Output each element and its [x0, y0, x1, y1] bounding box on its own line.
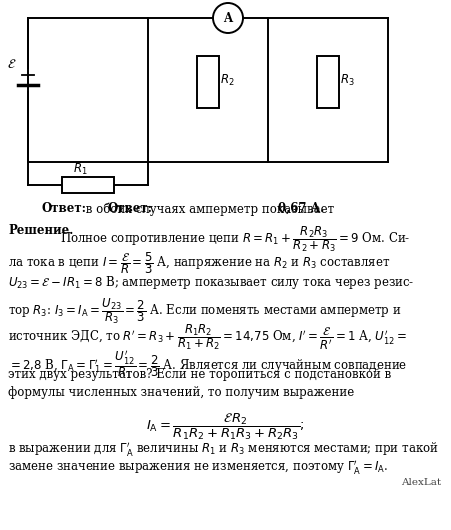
Text: $R_2$: $R_2$: [220, 73, 235, 87]
Text: источник ЭДС, то $R^{\prime} = R_3 + \dfrac{R_1R_2}{R_1 + R_2} = 14{,}75$ Ом, $I: источник ЭДС, то $R^{\prime} = R_3 + \df…: [8, 322, 407, 352]
Text: замене значение выражения не изменяется, поэтому $\Gamma^{\prime}_{\rm A} = I_{\: замене значение выражения не изменяется,…: [8, 458, 388, 476]
Text: 0,67 А.: 0,67 А.: [278, 202, 324, 215]
Text: $\mathcal{E}$: $\mathcal{E}$: [7, 58, 17, 72]
Text: $= 2{,}8$ В, $\Gamma_{\rm A} = \Gamma^{\prime}_1 = \dfrac{U^{\prime}_{12}}{R_1} : $= 2{,}8$ В, $\Gamma_{\rm A} = \Gamma^{\…: [8, 348, 407, 381]
Bar: [197, 56, 219, 108]
Bar: [62, 177, 114, 193]
Text: формулы численных значений, то получим выражение: формулы численных значений, то получим в…: [8, 386, 354, 399]
Text: Полное сопротивление цепи $R = R_1 + \dfrac{R_2R_3}{R_2 + R_3} = 9$ Ом. Си-: Полное сопротивление цепи $R = R_1 + \df…: [60, 224, 410, 254]
Circle shape: [213, 3, 243, 33]
Text: этих двух результатов? Если не торопиться с подстановкой в: этих двух результатов? Если не торопитьс…: [8, 368, 391, 381]
Text: $R_3$: $R_3$: [340, 73, 354, 87]
Text: $I_{\rm A} = \dfrac{\mathcal{E}R_2}{R_1R_2 + R_1R_3 + R_2R_3};$: $I_{\rm A} = \dfrac{\mathcal{E}R_2}{R_1R…: [146, 412, 304, 443]
Text: в обоих случаях амперметр показывает: в обоих случаях амперметр показывает: [82, 202, 338, 216]
Text: AlexLat: AlexLat: [401, 478, 441, 487]
Text: $U_{23} = \mathcal{E} - IR_1 = 8$ В; амперметр показывает силу тока через резис-: $U_{23} = \mathcal{E} - IR_1 = 8$ В; амп…: [8, 274, 414, 291]
Text: тор $R_3$: $I_3 = I_{\rm A} = \dfrac{U_{23}}{R_3} = \dfrac{2}{3}$ А. Если поменя: тор $R_3$: $I_3 = I_{\rm A} = \dfrac{U_{…: [8, 296, 401, 326]
Text: $R_1$: $R_1$: [73, 162, 87, 176]
Text: Ответ:: Ответ:: [107, 202, 152, 215]
Text: Ответ:: Ответ:: [42, 202, 87, 215]
Bar: [317, 56, 339, 108]
Text: A: A: [223, 12, 233, 24]
Text: ла тока в цепи $I = \dfrac{\mathcal{E}}{R} = \dfrac{5}{3}$ А, напряжение на $R_2: ла тока в цепи $I = \dfrac{\mathcal{E}}{…: [8, 250, 390, 276]
Text: в выражении для $\Gamma^{\prime}_{\rm A}$ величины $R_1$ и $R_3$ меняются местам: в выражении для $\Gamma^{\prime}_{\rm A}…: [8, 440, 439, 458]
Text: Решение.: Решение.: [8, 224, 74, 237]
